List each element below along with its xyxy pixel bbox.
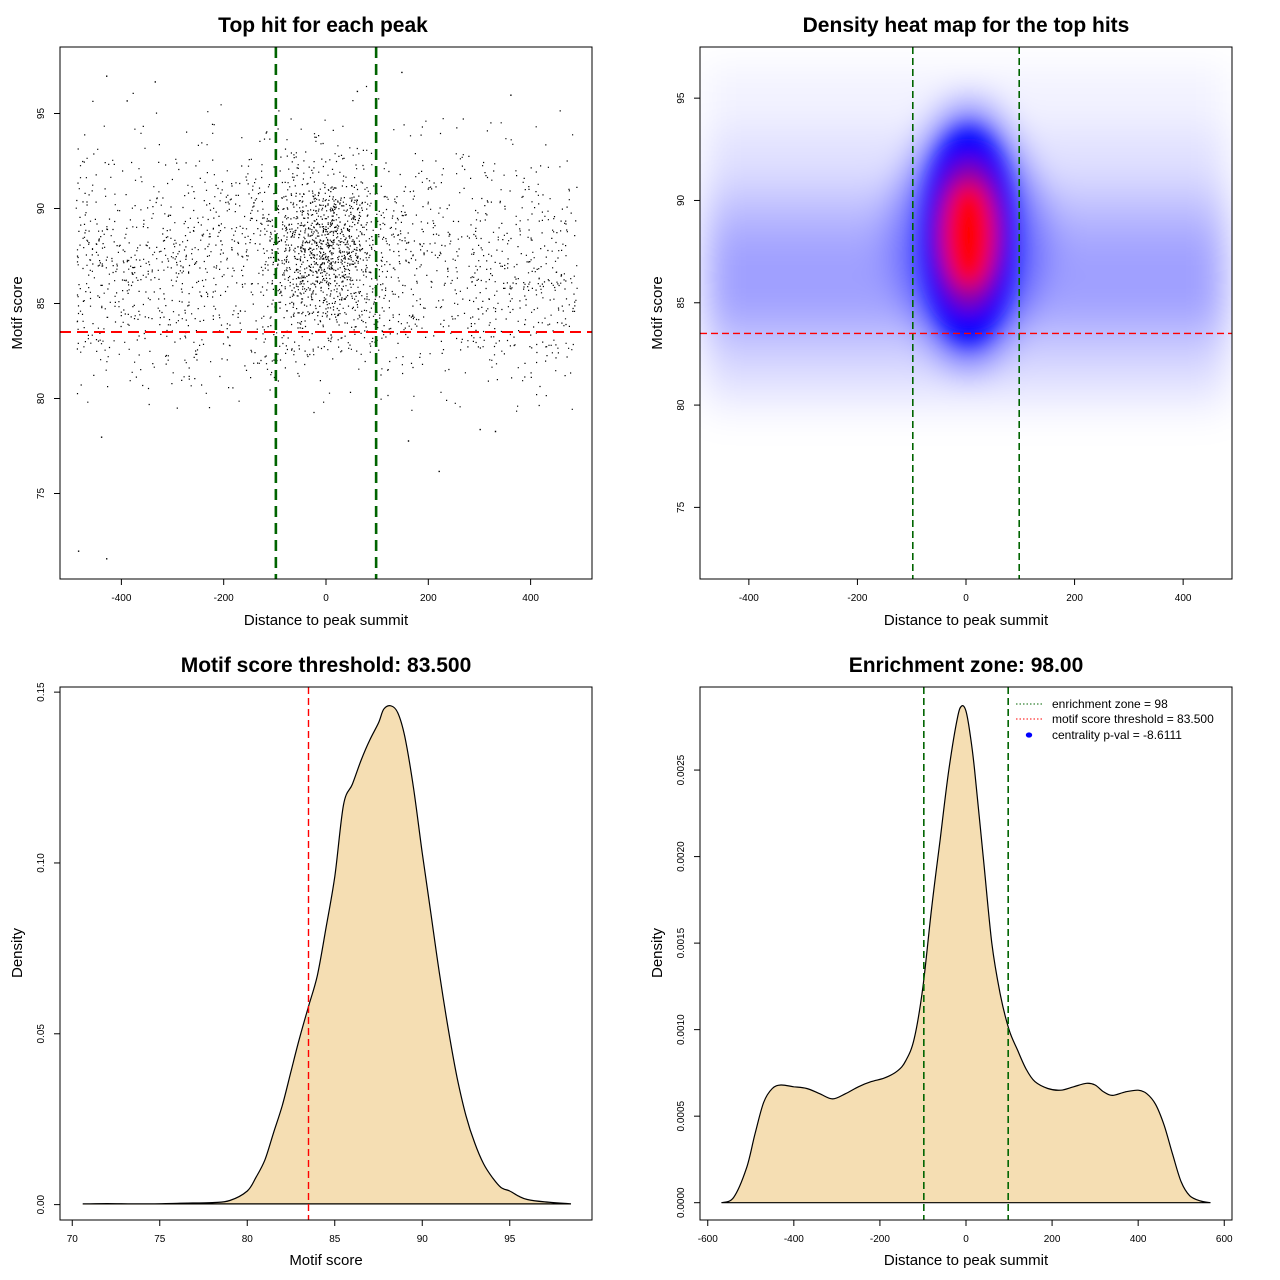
density-fill bbox=[721, 705, 1211, 1203]
legend-key-pval bbox=[1025, 732, 1033, 738]
x-tick-label: 75 bbox=[154, 1234, 166, 1245]
score-density-x-label: Motif score bbox=[289, 1252, 362, 1269]
x-tick-label: 90 bbox=[417, 1234, 429, 1245]
legend-label-pval: centrality p-val = -8.6111 bbox=[1052, 728, 1182, 742]
x-tick-label: 400 bbox=[1175, 593, 1192, 604]
x-tick-label: -200 bbox=[870, 1234, 890, 1245]
scatter-y-axis: 75 80 85 90 95 bbox=[36, 108, 61, 500]
y-tick-label: 0.15 bbox=[36, 682, 47, 702]
y-tick-label: 0.0020 bbox=[676, 841, 687, 872]
heatmap-x-label: Distance to peak summit bbox=[884, 612, 1049, 629]
panel-score-density: Motif score threshold: 83.500 70 75 80 85 90… bbox=[9, 654, 593, 1269]
scatter-reference-lines bbox=[60, 47, 592, 579]
x-tick-label: 200 bbox=[420, 593, 437, 604]
y-tick-label: 75 bbox=[36, 488, 47, 500]
x-tick-label: 80 bbox=[242, 1234, 254, 1245]
x-tick-label: 0 bbox=[323, 593, 329, 604]
score-density-x-axis: 70 75 80 85 90 95 bbox=[67, 1219, 516, 1245]
heatmap-y-label: Motif score bbox=[649, 276, 666, 349]
panel-distance-density: Enrichment zone: 98.00 -600 -400 -200 0 200 4… bbox=[649, 654, 1233, 1269]
distance-density-y-label: Density bbox=[649, 927, 666, 978]
distance-density-x-axis: -600 -400 -200 0 200 400 600 bbox=[698, 1219, 1233, 1245]
density-line bbox=[82, 705, 572, 1205]
legend-label-threshold: motif score threshold = 83.500 bbox=[1052, 712, 1214, 726]
heatmap-x-axis: -400 -200 0 200 400 bbox=[739, 578, 1192, 604]
score-density-curve bbox=[82, 705, 572, 1205]
scatter-x-axis: -400 -200 0 200 400 bbox=[111, 578, 539, 604]
x-tick-label: -600 bbox=[698, 1234, 718, 1245]
scatter-y-label: Motif score bbox=[9, 276, 26, 349]
scatter-x-label: Distance to peak summit bbox=[244, 612, 409, 629]
y-tick-label: 95 bbox=[676, 92, 687, 104]
distance-density-curve bbox=[721, 705, 1211, 1204]
x-tick-label: -200 bbox=[847, 593, 867, 604]
legend-item-pval: centrality p-val = -8.6111 bbox=[1025, 728, 1182, 742]
heatmap-y-axis: 75 80 85 90 95 bbox=[676, 92, 701, 513]
legend-item-threshold: motif score threshold = 83.500 bbox=[1016, 712, 1214, 726]
y-tick-label: 90 bbox=[36, 203, 47, 215]
x-tick-label: -400 bbox=[739, 593, 759, 604]
distance-density-x-label: Distance to peak summit bbox=[884, 1252, 1049, 1269]
y-tick-label: 80 bbox=[36, 393, 47, 405]
x-tick-label: 70 bbox=[67, 1234, 79, 1245]
y-tick-label: 0.0015 bbox=[676, 927, 687, 958]
x-tick-label: -200 bbox=[214, 593, 234, 604]
x-tick-label: -400 bbox=[784, 1234, 804, 1245]
x-tick-label: 200 bbox=[1066, 593, 1083, 604]
x-tick-label: 85 bbox=[329, 1234, 341, 1245]
density-line bbox=[721, 705, 1211, 1204]
y-tick-label: 90 bbox=[676, 194, 687, 206]
x-tick-label: 0 bbox=[963, 1234, 969, 1245]
scatter-point-cloud bbox=[75, 71, 578, 560]
x-tick-label: -400 bbox=[111, 593, 131, 604]
scatter-points bbox=[75, 71, 578, 560]
x-tick-label: 600 bbox=[1216, 1234, 1233, 1245]
distance-density-y-axis: 0.0000 0.0005 0.0010 0.0015 0.0020 0.0025 bbox=[676, 754, 701, 1218]
heatmap-density bbox=[700, 47, 1232, 579]
y-tick-label: 0.0000 bbox=[676, 1187, 687, 1218]
heatmap-title: Density heat map for the top hits bbox=[803, 14, 1130, 37]
y-tick-label: 0.0025 bbox=[676, 754, 687, 785]
y-tick-label: 0.0005 bbox=[676, 1100, 687, 1131]
y-tick-label: 0.05 bbox=[36, 1024, 47, 1044]
score-density-title: Motif score threshold: 83.500 bbox=[181, 654, 472, 677]
panel-scatter: Top hit for each peak -400 -200 0 200 400 75… bbox=[9, 14, 593, 629]
x-tick-label: 0 bbox=[963, 593, 969, 604]
distance-density-title: Enrichment zone: 98.00 bbox=[849, 654, 1084, 677]
y-tick-label: 0.00 bbox=[36, 1194, 47, 1214]
score-density-y-label: Density bbox=[9, 927, 26, 978]
panel-heatmap: Density heat map for the top hits -400 -2… bbox=[649, 14, 1233, 629]
y-tick-label: 75 bbox=[676, 501, 687, 513]
x-tick-label: 400 bbox=[1130, 1234, 1147, 1245]
y-tick-label: 0.10 bbox=[36, 853, 47, 873]
scatter-title: Top hit for each peak bbox=[218, 14, 428, 37]
legend: enrichment zone = 98 motif score thresho… bbox=[1016, 697, 1214, 742]
y-tick-label: 80 bbox=[676, 399, 687, 411]
y-tick-label: 85 bbox=[676, 297, 687, 309]
legend-item-enrichment: enrichment zone = 98 bbox=[1016, 697, 1168, 711]
y-tick-label: 85 bbox=[36, 298, 47, 310]
density-fill bbox=[82, 705, 571, 1205]
heatmap-peak bbox=[944, 182, 994, 289]
distance-enrichment-lines bbox=[923, 687, 1009, 1220]
legend-label-enrichment: enrichment zone = 98 bbox=[1052, 697, 1168, 711]
y-tick-label: 0.0010 bbox=[676, 1014, 687, 1045]
x-tick-label: 200 bbox=[1044, 1234, 1061, 1245]
score-density-y-axis: 0.00 0.05 0.10 0.15 bbox=[36, 682, 61, 1214]
x-tick-label: 95 bbox=[504, 1234, 516, 1245]
y-tick-label: 95 bbox=[36, 108, 47, 120]
x-tick-label: 400 bbox=[522, 593, 539, 604]
